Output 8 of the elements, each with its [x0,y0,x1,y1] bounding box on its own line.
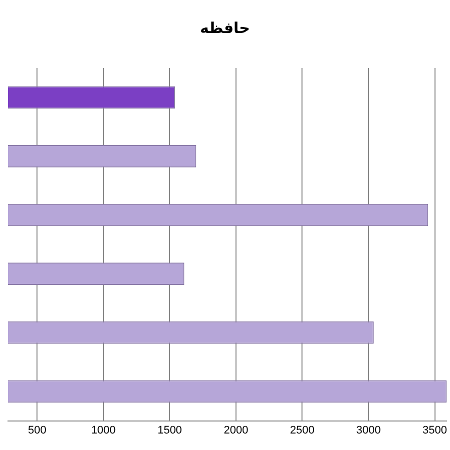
x-tick-label: 1000 [91,424,116,436]
x-tick-label: 1500 [157,424,182,436]
x-tick-label: 500 [28,424,46,436]
x-tick-label: 3000 [356,424,381,436]
x-tick-label: 2000 [224,424,248,436]
x-tick-label: 3500 [422,424,448,436]
chart-title: حافظه [200,18,250,37]
x-tick-label: 2500 [290,424,314,436]
